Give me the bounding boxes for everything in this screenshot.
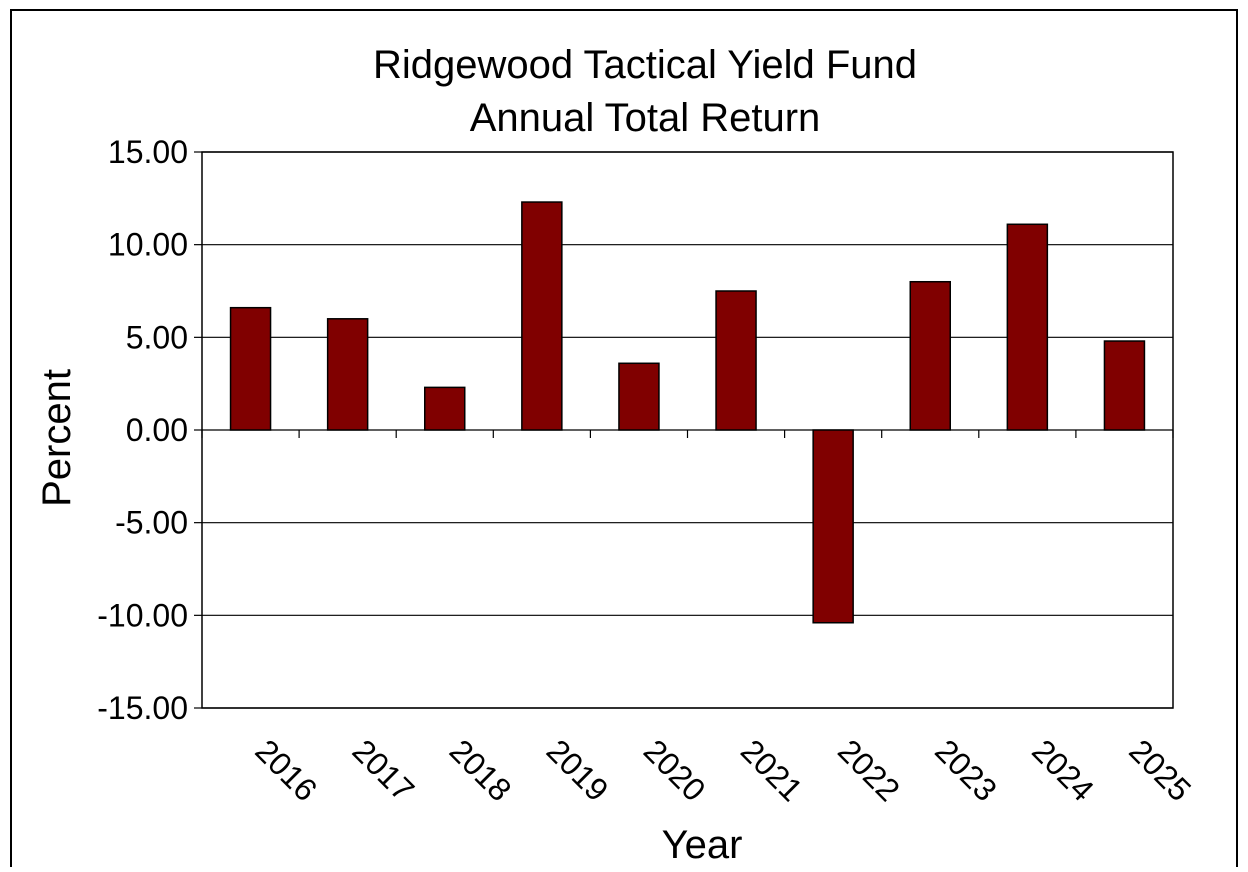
y-tick-label: -15.00: [97, 690, 188, 726]
bar-2022: [812, 429, 854, 624]
bar-2020: [618, 362, 660, 431]
y-axis-label: Percent: [35, 369, 79, 507]
bar-2018: [424, 386, 466, 431]
y-tick-label: 0.00: [126, 412, 188, 448]
x-axis-label: Year: [662, 823, 743, 867]
x-tick-label: 2021: [734, 732, 810, 808]
y-tick-label: -10.00: [97, 597, 188, 633]
y-tick-labels: 15.00 10.00 5.00 0.00 -5.00 -10.00 -15.00: [97, 134, 188, 726]
bar-2017: [326, 318, 369, 431]
bar-2019: [521, 201, 563, 431]
axes: [194, 151, 1174, 709]
bar-2025: [1103, 340, 1146, 431]
bar-2023: [909, 280, 951, 431]
y-tick-label: -5.00: [115, 505, 188, 541]
chart-border: [10, 9, 1238, 872]
x-tick-label: 2016: [248, 732, 324, 808]
y-tick-label: 15.00: [108, 134, 188, 170]
bars: [229, 201, 1146, 624]
y-tick-label: 5.00: [126, 319, 188, 355]
chart-title: Ridgewood Tactical Yield Fund: [373, 43, 917, 87]
x-tick-labels: 2016 2017 2018 2019 2020 2021 2022 2023 2024 2025: [248, 732, 1198, 808]
x-tick-label: 2024: [1025, 732, 1101, 808]
x-tick-label: 2020: [637, 732, 713, 808]
x-tick-label: 2023: [928, 732, 1004, 808]
x-tick-label: 2025: [1122, 732, 1198, 808]
x-tick-label: 2017: [346, 732, 422, 808]
y-tick-label: 10.00: [108, 227, 188, 263]
x-tick-label: 2019: [540, 732, 616, 808]
x-tick-label: 2018: [443, 732, 519, 808]
bar-2024: [1006, 223, 1049, 431]
chart-subtitle: Annual Total Return: [470, 96, 821, 140]
bar-2016: [229, 306, 272, 431]
x-tick-label: 2022: [831, 732, 907, 808]
bar-2021: [715, 290, 757, 431]
